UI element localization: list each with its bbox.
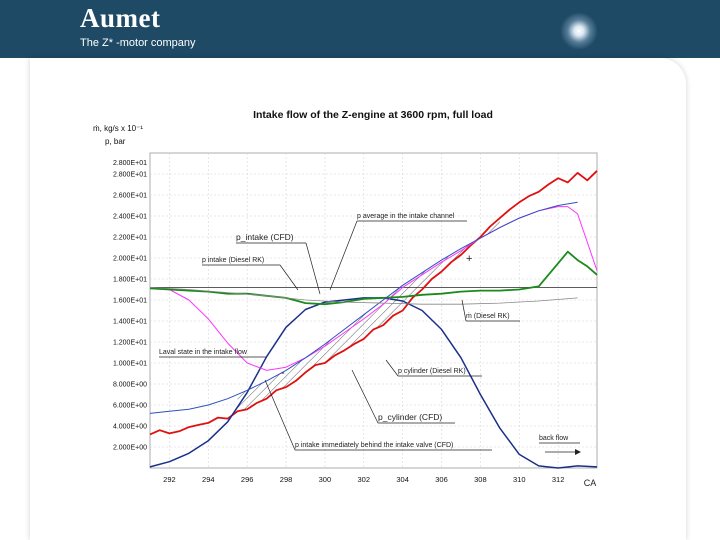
x-tick-label: 294 — [202, 475, 215, 484]
annotation-minus-sign: - — [281, 367, 285, 379]
y-tick-label: 2.000E+00 — [113, 445, 147, 452]
x-tick-label: 306 — [435, 475, 448, 484]
annotation-p-behind-valve: p intake immediately behind the intake v… — [295, 442, 453, 449]
series-line-p-average-in-the-intake-channel — [149, 201, 578, 414]
ticks-layer: 2.000E+00 4.000E+00 6.000E+00 8.000E+00 1.00… — [113, 172, 564, 485]
plot-frame — [149, 152, 598, 469]
x-tick-label: 308 — [474, 475, 487, 484]
annotation-p-intake-cfd: p_intake (CFD) — [236, 232, 294, 242]
chart-title: Intake flow of the Z-engine at 3600 rpm,… — [253, 109, 493, 121]
x-axis-label: CA — [584, 478, 597, 488]
y-tick-label: 2.800E+01 — [113, 172, 147, 179]
x-tick-label: 304 — [396, 475, 409, 484]
annotation-p-intake-rk: p intake (Diesel RK) — [202, 257, 264, 264]
x-tick-label: 296 — [241, 475, 254, 484]
annotation-back-flow: back flow — [539, 435, 569, 442]
annotation-p-cylinder-cfd: p_cylinder (CFD) — [378, 412, 442, 422]
x-tick-label: 312 — [552, 475, 565, 484]
x-tick-label: 292 — [163, 475, 176, 484]
annotation-p-cylinder-rk: p cylinder (Diesel RK) — [398, 368, 466, 375]
annotation-laval: Laval state in the intake flow — [159, 349, 248, 356]
y-axis-label-top: ṁ, kg/s x 10⁻¹ — [93, 124, 143, 133]
x-tick-label: 298 — [280, 475, 293, 484]
y-tick-label: 2.600E+01 — [113, 193, 147, 200]
y-tick-label: 1.200E+01 — [113, 340, 147, 347]
y-tick-label: 4.000E+00 — [113, 424, 147, 431]
annotation-mdot-rk: ṁ (Diesel RK) — [466, 313, 510, 320]
series-line-p-cylinder-diesel-rk- — [149, 170, 598, 436]
y-top-tick-label: 2.800E+01 — [113, 160, 147, 167]
annotation-p-average: p average in the intake channel — [357, 213, 455, 220]
grid-layer — [149, 152, 598, 469]
y-tick-label: 2.200E+01 — [113, 235, 147, 242]
series-line--diesel-rk- — [149, 287, 578, 305]
x-tick-label: 300 — [319, 475, 332, 484]
y-tick-label: 1.600E+01 — [113, 298, 147, 305]
x-tick-label: 302 — [358, 475, 371, 484]
series-line-p-intake-cfd- — [149, 250, 598, 306]
y-tick-label: 1.400E+01 — [113, 319, 147, 326]
y-tick-label: 2.400E+01 — [113, 214, 147, 221]
brand-title: Aumet — [80, 3, 161, 33]
series-layer — [149, 170, 598, 469]
header-bar: Aumet The Z* -motor company — [0, 0, 720, 58]
brand-tagline: The Z* -motor company — [80, 37, 196, 49]
y-tick-label: 1.800E+01 — [113, 277, 147, 284]
y-tick-label: 1.000E+01 — [113, 361, 147, 368]
x-tick-label: 310 — [513, 475, 526, 484]
y-axis-label-bottom: p, bar — [105, 137, 126, 146]
y-tick-label: 8.000E+00 — [113, 382, 147, 389]
light-glow-icon — [560, 12, 598, 50]
y-tick-label: 6.000E+00 — [113, 403, 147, 410]
annotation-group: p_intake (CFD) p intake (Diesel RK) p av… — [159, 213, 581, 455]
annotation-plus-sign: + — [466, 253, 472, 265]
y-tick-label: 2.000E+01 — [113, 256, 147, 263]
